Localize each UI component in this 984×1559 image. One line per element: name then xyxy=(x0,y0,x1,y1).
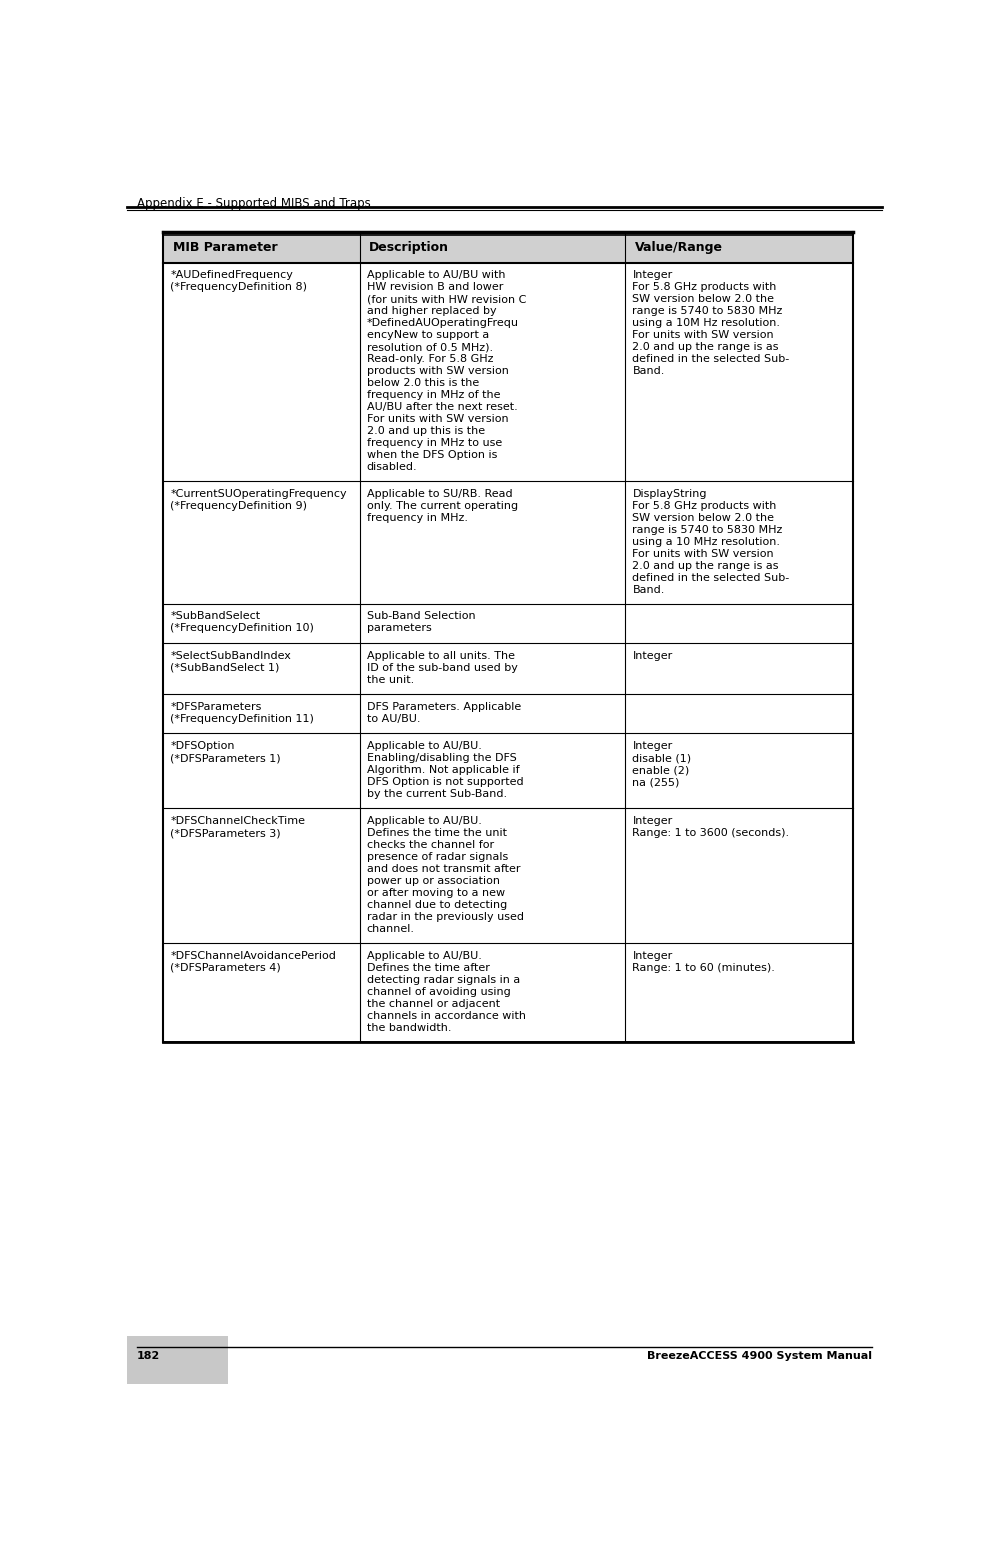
Text: BreezeACCESS 4900 System Manual: BreezeACCESS 4900 System Manual xyxy=(646,1352,872,1361)
Text: *DFSChannelAvoidancePeriod
(*DFSParameters 4): *DFSChannelAvoidancePeriod (*DFSParamete… xyxy=(170,951,337,973)
Bar xyxy=(163,694,853,733)
Text: 182: 182 xyxy=(137,1352,160,1361)
Text: Integer
For 5.8 GHz products with
SW version below 2.0 the
range is 5740 to 5830: Integer For 5.8 GHz products with SW ver… xyxy=(633,270,789,376)
Bar xyxy=(163,809,853,943)
Text: *DFSParameters
(*FrequencyDefinition 11): *DFSParameters (*FrequencyDefinition 11) xyxy=(170,702,314,723)
Text: Applicable to AU/BU.
Enabling/disabling the DFS
Algorithm. Not applicable if
DFS: Applicable to AU/BU. Enabling/disabling … xyxy=(367,741,523,800)
Text: Integer: Integer xyxy=(633,650,673,661)
Text: Integer
Range: 1 to 60 (minutes).: Integer Range: 1 to 60 (minutes). xyxy=(633,951,775,973)
Text: *DFSChannelCheckTime
(*DFSParameters 3): *DFSChannelCheckTime (*DFSParameters 3) xyxy=(170,817,305,839)
Text: Applicable to AU/BU.
Defines the time the unit
checks the channel for
presence o: Applicable to AU/BU. Defines the time th… xyxy=(367,817,523,934)
Bar xyxy=(127,1336,227,1384)
Text: *DFSOption
(*DFSParameters 1): *DFSOption (*DFSParameters 1) xyxy=(170,741,280,762)
Text: *AUDefinedFrequency
(*FrequencyDefinition 8): *AUDefinedFrequency (*FrequencyDefinitio… xyxy=(170,270,307,292)
Text: DFS Parameters. Applicable
to AU/BU.: DFS Parameters. Applicable to AU/BU. xyxy=(367,702,522,723)
Text: Integer
disable (1)
enable (2)
na (255): Integer disable (1) enable (2) na (255) xyxy=(633,741,692,787)
Text: DisplayString
For 5.8 GHz products with
SW version below 2.0 the
range is 5740 t: DisplayString For 5.8 GHz products with … xyxy=(633,488,789,594)
Bar xyxy=(163,642,853,694)
Text: Integer
Range: 1 to 3600 (seconds).: Integer Range: 1 to 3600 (seconds). xyxy=(633,817,789,839)
Text: *SubBandSelect
(*FrequencyDefinition 10): *SubBandSelect (*FrequencyDefinition 10) xyxy=(170,611,314,633)
Text: Applicable to SU/RB. Read
only. The current operating
frequency in MHz.: Applicable to SU/RB. Read only. The curr… xyxy=(367,488,518,522)
Text: Applicable to AU/BU.
Defines the time after
detecting radar signals in a
channel: Applicable to AU/BU. Defines the time af… xyxy=(367,951,525,1034)
Bar xyxy=(163,232,853,262)
Bar xyxy=(163,603,853,642)
Text: *SelectSubBandIndex
(*SubBandSelect 1): *SelectSubBandIndex (*SubBandSelect 1) xyxy=(170,650,291,672)
Text: Value/Range: Value/Range xyxy=(635,240,722,254)
Text: MIB Parameter: MIB Parameter xyxy=(172,240,277,254)
Text: Applicable to all units. The
ID of the sub-band used by
the unit.: Applicable to all units. The ID of the s… xyxy=(367,650,518,684)
Bar xyxy=(163,262,853,480)
Bar xyxy=(163,733,853,809)
Text: Description: Description xyxy=(369,240,449,254)
Bar xyxy=(163,480,853,603)
Text: Applicable to AU/BU with
HW revision B and lower
(for units with HW revision C
a: Applicable to AU/BU with HW revision B a… xyxy=(367,270,526,472)
Text: Appendix E - Supported MIBS and Traps: Appendix E - Supported MIBS and Traps xyxy=(137,196,371,210)
Bar xyxy=(163,943,853,1041)
Text: Sub-Band Selection
parameters: Sub-Band Selection parameters xyxy=(367,611,475,633)
Text: *CurrentSUOperatingFrequency
(*FrequencyDefinition 9): *CurrentSUOperatingFrequency (*Frequency… xyxy=(170,488,347,510)
